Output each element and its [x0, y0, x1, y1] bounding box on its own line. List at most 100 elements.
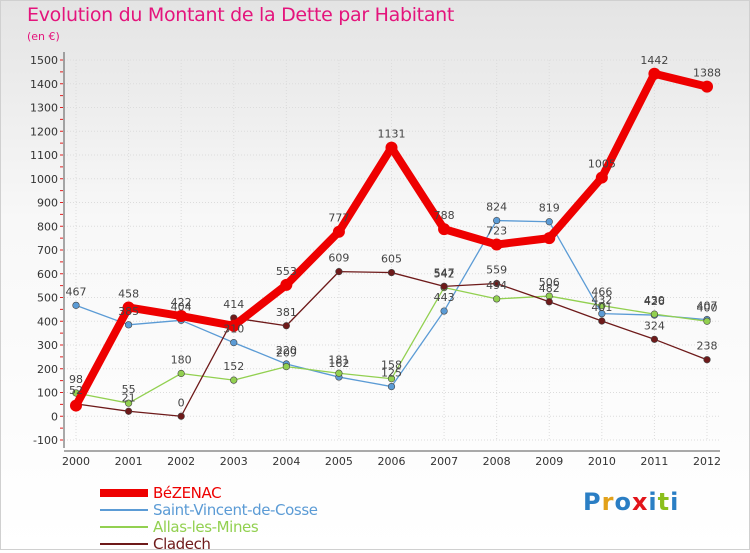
legend-item: Cladech — [100, 534, 318, 553]
data-label: 220 — [276, 344, 297, 357]
legend-swatch — [100, 542, 148, 545]
data-point — [70, 399, 82, 412]
x-tick-label: 2000 — [62, 455, 90, 468]
data-label: 482 — [539, 282, 560, 295]
legend-label: Cladech — [153, 534, 211, 553]
y-tick-label: 1000 — [30, 173, 58, 186]
x-tick-label: 2011 — [640, 455, 668, 468]
data-label: 609 — [328, 252, 349, 265]
data-label: 467 — [66, 285, 87, 298]
data-label: 494 — [486, 279, 507, 292]
data-label: 181 — [328, 353, 349, 366]
data-point — [387, 382, 396, 391]
data-point — [387, 268, 396, 277]
data-label: 1005 — [588, 158, 616, 171]
legend-item: Saint-Vincent-de-Cosse — [100, 501, 318, 519]
data-label: 0 — [178, 396, 185, 409]
data-point — [124, 407, 133, 415]
data-point — [490, 238, 503, 251]
y-tick-label: -100 — [33, 434, 58, 447]
data-label: 209 — [276, 347, 297, 360]
y-tick-label: 500 — [37, 292, 58, 305]
x-tick-label: 2004 — [272, 455, 300, 468]
x-tick-label: 2008 — [483, 455, 511, 468]
data-label: 458 — [118, 287, 139, 300]
data-label: 180 — [171, 354, 192, 367]
data-label: 788 — [434, 209, 455, 222]
x-tick-label: 2006 — [378, 455, 406, 468]
data-label: 432 — [591, 294, 612, 307]
data-label: 430 — [644, 294, 665, 307]
data-label: 506 — [539, 276, 560, 289]
data-label: 1131 — [378, 128, 406, 141]
legend-swatch — [100, 525, 148, 528]
data-label: 466 — [591, 286, 612, 299]
legend-swatch — [100, 508, 148, 511]
y-tick-label: 1100 — [30, 149, 58, 162]
data-point — [648, 67, 661, 80]
y-tick-label: 1500 — [30, 54, 58, 67]
data-point — [650, 335, 659, 343]
x-tick-label: 2002 — [167, 455, 195, 468]
data-label: 605 — [381, 253, 402, 266]
proxiti-logo: Proxiti — [583, 488, 680, 516]
data-label: 542 — [434, 268, 455, 281]
data-label: 381 — [276, 306, 297, 319]
legend-item: Allas-les-Mines — [100, 517, 318, 536]
y-tick-label: 100 — [37, 387, 58, 400]
data-label: 55 — [122, 383, 136, 396]
x-tick-label: 2012 — [693, 455, 721, 468]
y-tick-label: 1200 — [30, 125, 58, 138]
data-point — [280, 278, 293, 291]
chart-legend: BéZENAC Saint-Vincent-de-Cosse Allas-les-M… — [100, 484, 318, 553]
data-point — [493, 216, 501, 225]
data-label: 162 — [328, 357, 349, 370]
y-tick-label: 600 — [37, 268, 58, 281]
data-point — [493, 279, 501, 288]
data-point — [230, 339, 238, 347]
data-label: 443 — [434, 291, 455, 304]
data-point — [124, 399, 133, 407]
data-point — [282, 363, 290, 371]
data-label: 152 — [223, 360, 244, 373]
chart-title: Evolution du Montant de la Dette par Hab… — [27, 4, 455, 26]
x-tick-label: 2009 — [535, 455, 563, 468]
y-tick-label: 800 — [37, 220, 58, 233]
x-tick-label: 2007 — [430, 455, 458, 468]
data-point — [438, 223, 451, 236]
data-label: 158 — [381, 359, 402, 372]
series-line-3 — [75, 270, 708, 417]
data-point — [598, 317, 606, 325]
y-tick-label: 300 — [37, 339, 58, 352]
data-label: 407 — [697, 300, 718, 313]
y-tick-label: 400 — [37, 315, 58, 328]
data-label: 422 — [171, 296, 192, 309]
data-point — [545, 218, 553, 226]
legend-label: Allas-les-Mines — [153, 517, 259, 536]
y-tick-label: 1400 — [30, 78, 58, 91]
data-point — [282, 322, 290, 330]
data-point — [122, 301, 135, 314]
data-point — [545, 298, 553, 306]
data-label: 401 — [591, 301, 612, 314]
data-point — [703, 356, 711, 364]
data-label: 414 — [223, 298, 244, 311]
data-point — [230, 376, 238, 384]
data-point — [440, 282, 448, 290]
data-label: 553 — [276, 265, 297, 278]
data-label: 400 — [697, 301, 718, 314]
data-point — [703, 317, 711, 325]
chart-subtitle: (en €) — [27, 30, 60, 43]
data-point — [387, 375, 396, 383]
data-point — [227, 319, 240, 332]
data-label: 310 — [223, 323, 244, 336]
data-point — [124, 321, 133, 329]
data-point — [335, 369, 343, 377]
data-label: 819 — [539, 202, 560, 215]
data-label: 777 — [328, 212, 349, 225]
data-point — [385, 141, 398, 154]
data-point — [175, 310, 188, 323]
data-point — [177, 412, 185, 420]
data-label: 559 — [486, 263, 507, 276]
data-label: 426 — [644, 295, 665, 308]
